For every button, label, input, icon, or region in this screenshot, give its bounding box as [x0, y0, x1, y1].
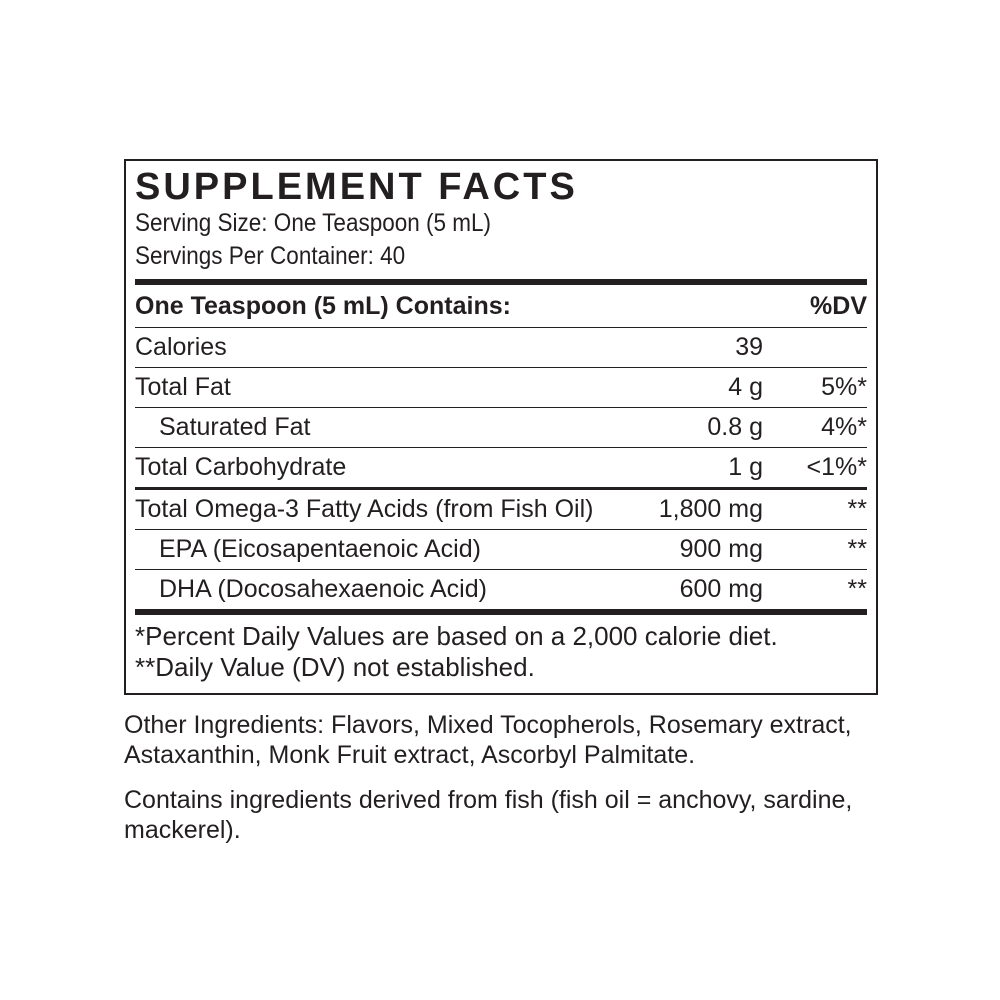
nutrient-name: Total Fat — [135, 373, 231, 401]
footnotes: *Percent Daily Values are based on a 2,0… — [135, 621, 867, 683]
amount: 1 g — [728, 453, 763, 481]
footnote: **Daily Value (DV) not established. — [135, 652, 535, 682]
nutrient-name: Calories — [135, 333, 227, 361]
footnote: *Percent Daily Values are based on a 2,0… — [135, 621, 778, 651]
nutrient-row: Total Omega-3 Fatty Acids (from Fish Oil… — [135, 490, 867, 530]
rows: Calories 39 Total Fat 4 g 5%* Saturated Fat 0.… — [135, 328, 867, 609]
nutrient-name: Saturated Fat — [159, 413, 311, 441]
rule — [135, 609, 867, 615]
amount: 4 g — [728, 373, 763, 401]
header-row: One Teaspoon (5 mL) Contains: %DV — [135, 285, 867, 328]
nutrient-row: Total Fat 4 g 5%* — [135, 368, 867, 408]
servings: Servings Per Container: 40 — [135, 242, 406, 270]
nutrient-row: DHA (Docosahexaenoic Acid) 600 mg ** — [135, 570, 867, 609]
header-label: One Teaspoon (5 mL) Contains: — [135, 291, 511, 320]
allergen: Contains ingredients derived from fish (… — [124, 786, 853, 844]
nutrient-name: Total Carbohydrate — [135, 453, 347, 481]
nutrient-row: Calories 39 — [135, 328, 867, 368]
rule — [135, 279, 867, 285]
daily-value: ** — [847, 575, 867, 603]
amount: 1,800 mg — [658, 495, 763, 523]
other-ingredients: Other Ingredients: Flavors, Mixed Tocoph… — [124, 711, 852, 769]
nutrient-row: Total Carbohydrate 1 g <1%* — [135, 448, 867, 490]
nutrient-row: Saturated Fat 0.8 g 4%* — [135, 408, 867, 448]
amount: 900 mg — [679, 535, 763, 563]
serving-size: Serving Size: One Teaspoon (5 mL) — [135, 209, 492, 237]
title: SUPPLEMENT FACTS — [135, 166, 578, 208]
nutrient-row: EPA (Eicosapentaenoic Acid) 900 mg ** — [135, 530, 867, 570]
daily-value: 5%* — [821, 373, 867, 401]
nutrient-name: DHA (Docosahexaenoic Acid) — [159, 575, 487, 603]
daily-value: 4%* — [821, 413, 867, 441]
daily-value: ** — [847, 495, 867, 523]
amount: 600 mg — [679, 575, 763, 603]
nutrient-name: EPA (Eicosapentaenoic Acid) — [159, 535, 481, 563]
header-dv: %DV — [810, 291, 867, 320]
daily-value: ** — [847, 535, 867, 563]
amount: 39 — [735, 333, 763, 361]
amount: 0.8 g — [707, 413, 763, 441]
nutrient-name: Total Omega-3 Fatty Acids (from Fish Oil… — [135, 495, 594, 523]
supplement-panel: SUPPLEMENT FACTS Serving Size: One Teasp… — [124, 159, 878, 695]
daily-value: <1%* — [806, 453, 867, 481]
